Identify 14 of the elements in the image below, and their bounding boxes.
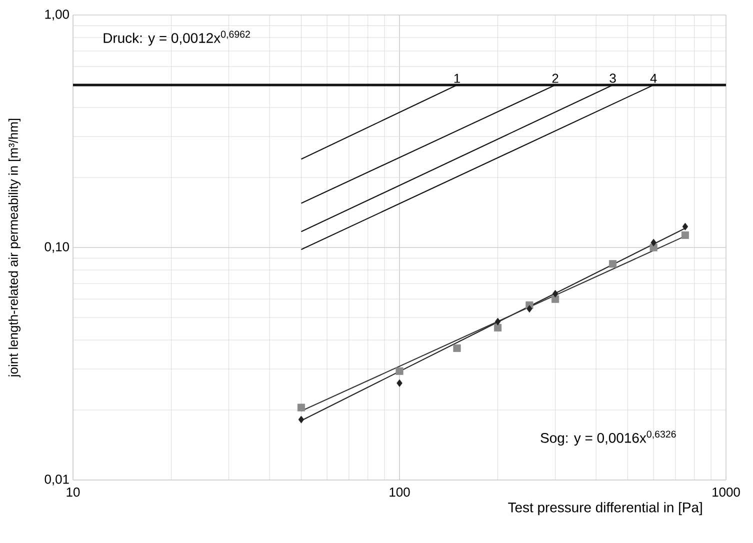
- series-label: 4: [650, 74, 657, 83]
- y-tick-label: 1,00: [45, 10, 69, 20]
- x-axis-title: Test pressure differential in [Pa]: [508, 502, 702, 516]
- series-label: 2: [552, 74, 558, 83]
- x-tick-label: 10: [66, 488, 80, 497]
- y-axis-title: joint length-related air permeability in [m³/hm]: [8, 118, 21, 378]
- annotation: Sog: y = 0,0016x$^{0,6326}$: [540, 430, 676, 446]
- x-tick-label: 100: [390, 488, 410, 497]
- y-tick-label: 0,01: [44, 474, 69, 486]
- x-tick-label: 1000: [712, 488, 740, 497]
- series-label: 3: [610, 74, 616, 83]
- series-label: 1: [454, 74, 460, 83]
- annotation: Druck: y = 0,0012x$^{0,6962}$: [104, 30, 250, 46]
- y-tick-label: 0,10: [44, 242, 69, 253]
